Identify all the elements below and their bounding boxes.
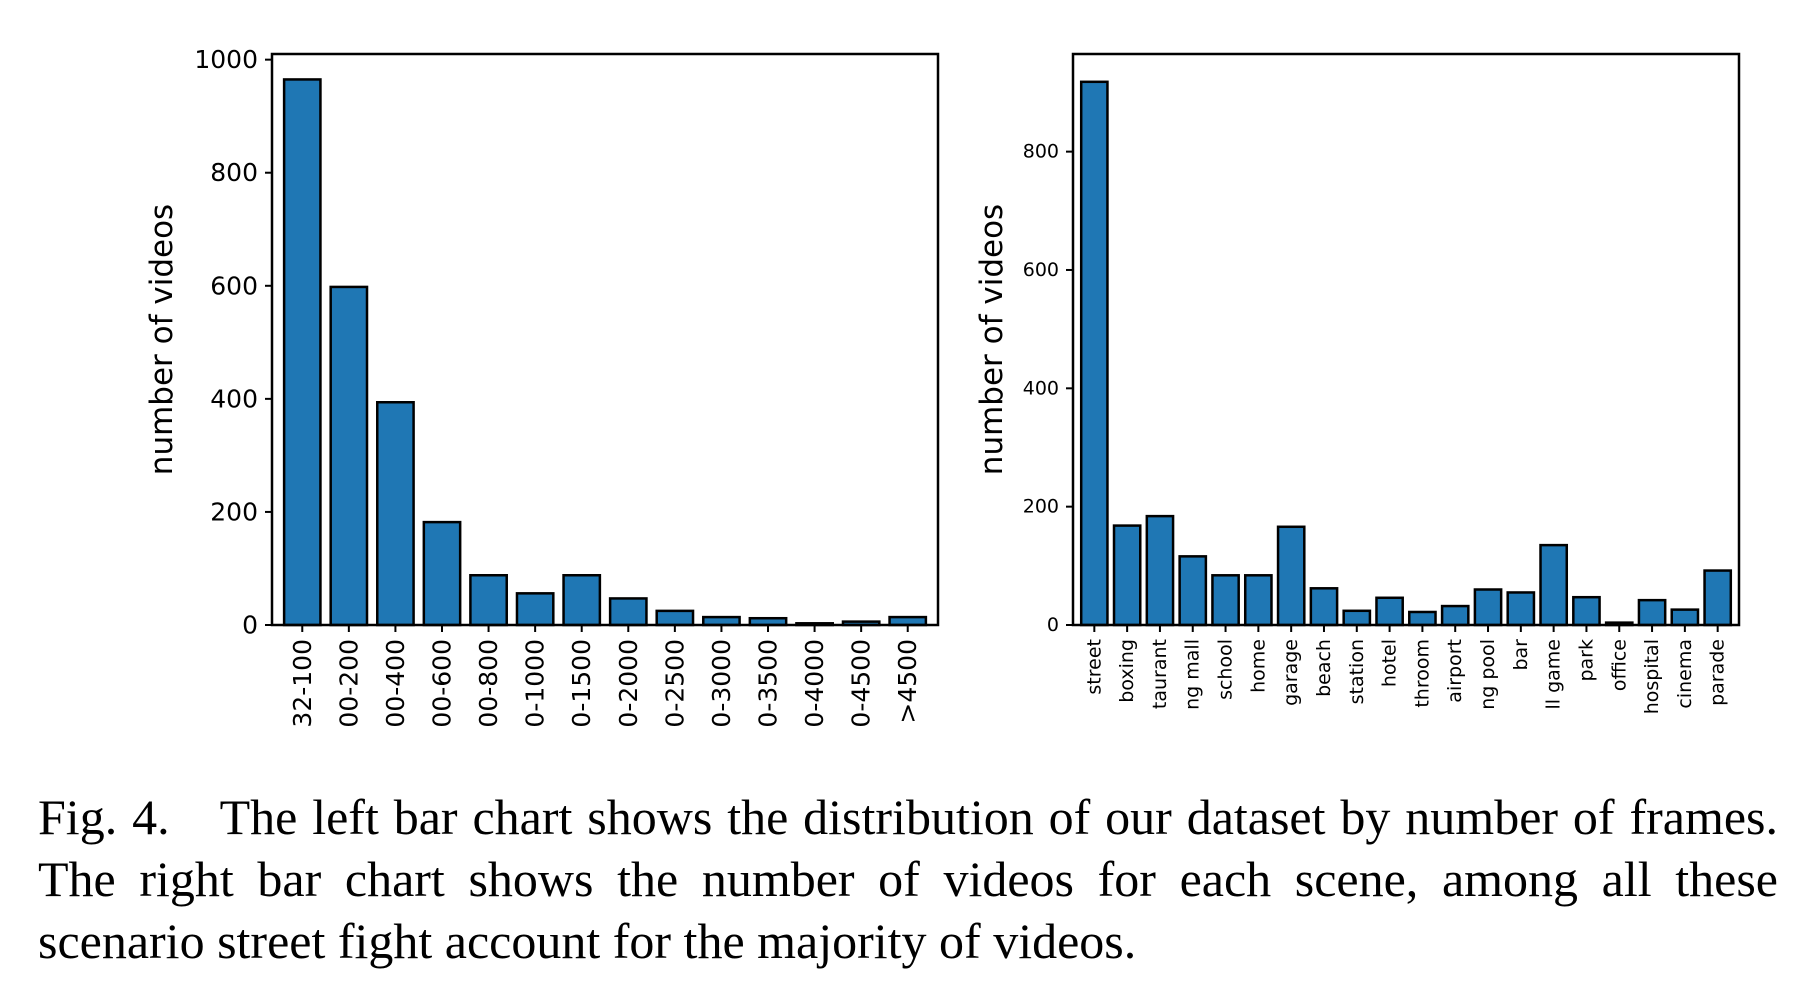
right-xtick-label-1: boxing xyxy=(1116,639,1138,703)
right-bar-4 xyxy=(1211,574,1240,627)
right-bar-14 xyxy=(1539,543,1569,627)
right-bar-5 xyxy=(1243,574,1273,627)
right-xtick-label-4: school xyxy=(1215,639,1237,700)
right-bar-13 xyxy=(1506,591,1536,627)
right-xtick-label-7: beach xyxy=(1313,639,1335,697)
left-xtick-label-8: 0-2500 xyxy=(660,639,689,728)
right-xtick-label-8: station xyxy=(1346,639,1368,704)
right-bar-0 xyxy=(1079,80,1109,627)
left-xtick-label-10: 0-3500 xyxy=(754,639,783,728)
right-bar-3 xyxy=(1178,555,1208,627)
right-xtick-label-6: garage xyxy=(1280,639,1302,706)
right-xtick-label-16: office xyxy=(1608,639,1630,691)
right-bar-1 xyxy=(1112,524,1142,627)
right-bar-chart: street boxing taurant ng mall school home gara… xyxy=(974,52,1741,714)
left-ytick-label-5: 1000 xyxy=(194,45,258,74)
right-xtick-label-17: hospital xyxy=(1641,639,1663,714)
right-xtick-label-3: ng mall xyxy=(1182,639,1204,710)
left-xtick-label-6: 0-1500 xyxy=(567,639,596,728)
right-bar-7 xyxy=(1309,587,1339,627)
right-xtick-label-0: street xyxy=(1083,639,1105,695)
figure-caption: Fig. 4. The left bar chart shows the dis… xyxy=(38,789,1778,969)
left-bar-0 xyxy=(282,78,322,627)
left-bar-5 xyxy=(515,592,555,627)
left-ytick-label-3: 600 xyxy=(210,271,258,300)
left-xtick-label-7: 0-2000 xyxy=(614,639,643,728)
right-xtick-label-10: throom xyxy=(1411,639,1433,708)
left-bar-7 xyxy=(608,597,648,627)
right-bar-18 xyxy=(1670,608,1700,627)
left-xtick-label-0: 32-100 xyxy=(288,639,317,728)
left-ytick-label-0: 0 xyxy=(242,611,258,640)
right-xtick-label-19: parade xyxy=(1707,639,1729,706)
left-bar-1 xyxy=(329,285,369,627)
right-bar-15 xyxy=(1572,595,1601,627)
right-ytick-label-2: 400 xyxy=(1023,377,1059,399)
right-ylabel: number of videos xyxy=(974,204,1010,475)
left-xtick-label-1: 00-200 xyxy=(334,639,363,728)
left-xtick-label-5: 0-1000 xyxy=(521,639,550,728)
left-bar-4 xyxy=(469,574,508,627)
left-bar-8 xyxy=(655,609,695,627)
left-bar-chart: 32-100 00-200 00-400 00-600 00-800 0-1000 0-15… xyxy=(144,45,940,728)
right-xtick-label-9: hotel xyxy=(1379,639,1401,687)
right-ytick-label-3: 600 xyxy=(1023,259,1059,281)
right-xtick-label-5: home xyxy=(1247,639,1269,693)
left-ytick-label-2: 400 xyxy=(210,384,258,413)
right-xtick-label-11: airport xyxy=(1444,639,1466,703)
right-bar-10 xyxy=(1408,610,1437,627)
right-axes-frame xyxy=(1071,52,1741,627)
left-axes-frame xyxy=(270,52,940,627)
right-bar-19 xyxy=(1703,569,1733,627)
left-xtick-label-12: 0-4500 xyxy=(847,639,876,728)
right-xtick-label-14: ll game xyxy=(1543,639,1565,710)
right-ytick-label-0: 0 xyxy=(1047,614,1059,636)
right-bar-6 xyxy=(1276,525,1306,627)
left-ytick-label-1: 200 xyxy=(210,497,258,526)
left-xtick-label-2: 00-400 xyxy=(381,639,410,728)
right-bar-8 xyxy=(1342,609,1372,627)
left-bar-6 xyxy=(562,574,602,627)
left-xtick-label-9: 0-3000 xyxy=(707,639,736,728)
left-ytick-label-4: 800 xyxy=(210,158,258,187)
right-bar-9 xyxy=(1375,596,1404,627)
right-xtick-label-12: ng pool xyxy=(1477,639,1499,710)
left-xtick-label-4: 00-800 xyxy=(474,639,503,728)
right-bar-2 xyxy=(1145,514,1175,627)
left-xtick-label-11: 0-4000 xyxy=(800,639,829,728)
left-bar-2 xyxy=(376,401,415,627)
right-xtick-label-15: park xyxy=(1575,639,1597,682)
right-ytick-label-1: 200 xyxy=(1023,496,1059,518)
right-xtick-label-2: taurant xyxy=(1149,639,1171,709)
left-xtick-label-13: >4500 xyxy=(893,639,922,724)
left-xtick-label-3: 00-600 xyxy=(427,639,456,728)
left-bar-3 xyxy=(422,520,462,627)
right-xtick-label-18: cinema xyxy=(1674,639,1696,709)
right-xtick-label-13: bar xyxy=(1510,639,1532,671)
right-bar-12 xyxy=(1473,588,1503,627)
right-ytick-label-4: 800 xyxy=(1023,141,1059,163)
right-bar-17 xyxy=(1637,598,1667,627)
left-ylabel: number of videos xyxy=(144,204,180,475)
right-bar-11 xyxy=(1440,604,1470,627)
